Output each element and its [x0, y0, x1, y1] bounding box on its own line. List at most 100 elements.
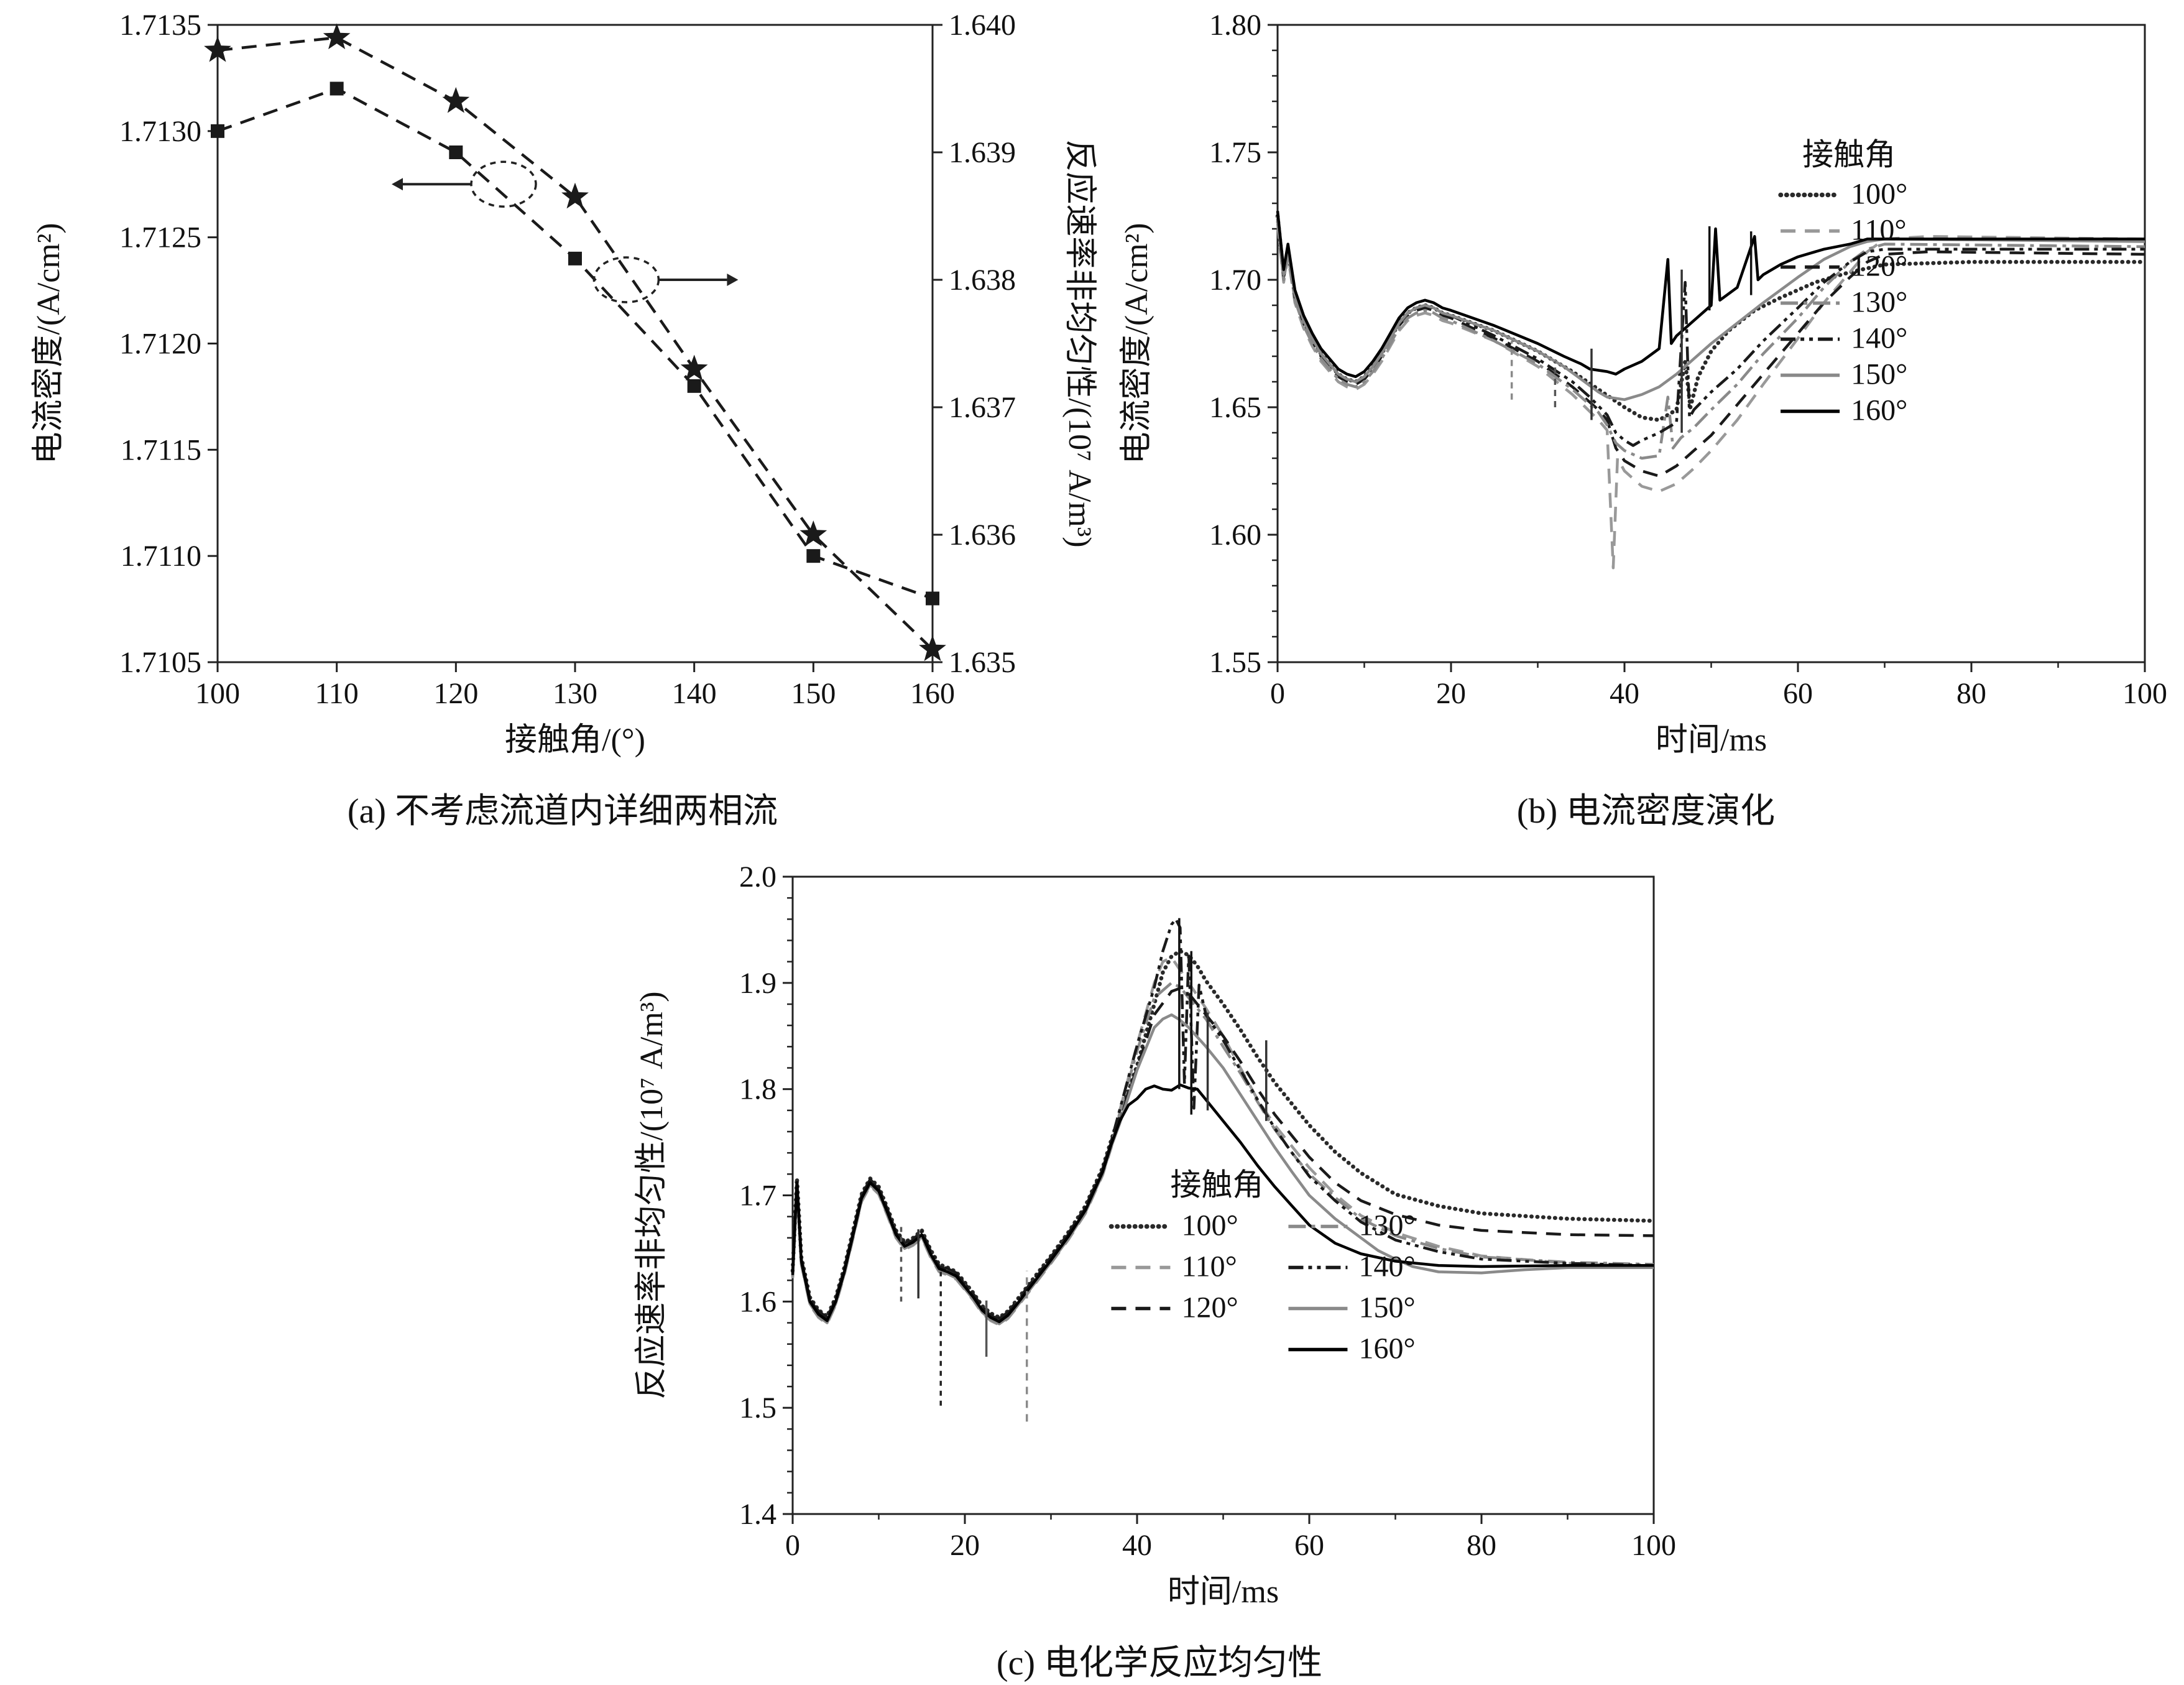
svg-text:1.65: 1.65: [1209, 391, 1261, 424]
svg-text:反应速率非均匀性/(10⁷ A/m³): 反应速率非均匀性/(10⁷ A/m³): [634, 991, 670, 1399]
series-1-line: [1276, 223, 2145, 570]
axes: 100 110 120 130 140 150 160 接触角/(°) 1.7105 1.7110…: [31, 9, 1097, 758]
svg-text:反应速率非均匀性/(10⁷ A/m³): 反应速率非均匀性/(10⁷ A/m³): [1062, 139, 1097, 547]
svg-text:电流密度/(A/cm²): 电流密度/(A/cm²): [31, 223, 67, 464]
svg-text:100: 100: [1631, 1529, 1676, 1562]
series-lines: [1275, 211, 2147, 570]
axis-pointer-annotation: [592, 256, 739, 303]
chart-a-contact-angle-dual-axis: 100 110 120 130 140 150 160 接触角/(°) 1.7105 1.7110…: [25, 9, 1100, 833]
legend: 接触角 100°110°120°130°140°150°160°: [1778, 137, 1907, 427]
svg-text:接触角: 接触角: [1802, 137, 1896, 172]
svg-text:1.7110: 1.7110: [121, 540, 201, 573]
svg-text:0: 0: [1270, 677, 1285, 710]
svg-text:60: 60: [1294, 1529, 1324, 1562]
chart-a-svg: 100 110 120 130 140 150 160 接触角/(°) 1.7105 1.7110…: [31, 9, 1097, 758]
svg-text:时间/ms: 时间/ms: [1168, 1574, 1279, 1610]
svg-text:1.640: 1.640: [949, 9, 1016, 42]
svg-text:100°: 100°: [1851, 178, 1907, 211]
svg-text:60: 60: [1783, 677, 1813, 710]
svg-text:1.638: 1.638: [949, 264, 1016, 297]
series-lines: [204, 23, 946, 662]
svg-text:150: 150: [791, 677, 836, 710]
svg-text:80: 80: [1467, 1529, 1496, 1562]
svg-text:160: 160: [910, 677, 955, 710]
series-2-line: [1276, 218, 2145, 478]
chart-b-caption: (b) 电流密度演化: [1516, 792, 1776, 831]
svg-text:150°: 150°: [1358, 1291, 1415, 1324]
svg-text:1.7120: 1.7120: [119, 328, 201, 361]
chart-a-plot: 100 110 120 130 140 150 160 接触角/(°) 1.7105 1.7110…: [25, 9, 1100, 780]
svg-text:130°: 130°: [1851, 286, 1907, 319]
svg-text:1.636: 1.636: [949, 519, 1016, 552]
series-5-line: [1276, 216, 2145, 401]
svg-text:80: 80: [1956, 677, 1986, 710]
svg-text:1.5: 1.5: [739, 1392, 776, 1424]
svg-text:1.70: 1.70: [1209, 264, 1261, 297]
svg-text:0: 0: [785, 1529, 800, 1562]
svg-text:1.55: 1.55: [1209, 646, 1261, 679]
chart-b-current-density-evolution: 0 20 40 60 80 100 时间/ms 1.55 1.60 1.65 1.70 1.75 1.8…: [1113, 9, 2179, 833]
svg-text:1.9: 1.9: [739, 967, 776, 1000]
svg-text:20: 20: [1436, 677, 1466, 710]
svg-text:130°: 130°: [1358, 1209, 1415, 1242]
svg-text:1.7125: 1.7125: [119, 221, 201, 254]
svg-text:100: 100: [2122, 677, 2167, 710]
svg-text:1.60: 1.60: [1209, 519, 1261, 552]
chart-b-svg: 0 20 40 60 80 100 时间/ms 1.55 1.60 1.65 1.70 1.75 1.8…: [1119, 9, 2167, 758]
svg-text:2.0: 2.0: [739, 861, 776, 893]
svg-text:1.7135: 1.7135: [119, 9, 201, 42]
svg-text:40: 40: [1610, 677, 1639, 710]
series-4-line: [1276, 216, 2145, 447]
svg-text:1.75: 1.75: [1209, 136, 1261, 169]
chart-c-reaction-uniformity: 0 20 40 60 80 100 时间/ms 1.4 1.5 1.6 1.7 1.8 1.9 2.0 反应…: [628, 861, 1691, 1685]
svg-text:1.7105: 1.7105: [119, 646, 201, 679]
series-1-line: [217, 36, 934, 651]
chart-c-svg: 0 20 40 60 80 100 时间/ms 1.4 1.5 1.6 1.7 1.8 1.9 2.0 反应…: [634, 861, 1676, 1610]
svg-text:100: 100: [195, 677, 240, 710]
svg-text:接触角/(°): 接触角/(°): [505, 722, 645, 758]
svg-text:130: 130: [553, 677, 597, 710]
svg-text:120: 120: [433, 677, 478, 710]
svg-text:1.7130: 1.7130: [119, 115, 201, 148]
svg-text:1.80: 1.80: [1209, 9, 1261, 42]
svg-text:140°: 140°: [1358, 1250, 1415, 1283]
svg-text:110°: 110°: [1851, 214, 1906, 247]
svg-text:160°: 160°: [1358, 1332, 1415, 1365]
svg-text:140: 140: [672, 677, 717, 710]
axes: 0 20 40 60 80 100 时间/ms 1.4 1.5 1.6 1.7 1.8 1.9 2.0 反应…: [634, 861, 1676, 1610]
svg-text:1.635: 1.635: [949, 646, 1016, 679]
svg-text:120°: 120°: [1181, 1291, 1238, 1324]
svg-text:1.637: 1.637: [949, 391, 1016, 424]
series-3-line: [1276, 221, 2145, 460]
svg-text:100°: 100°: [1181, 1209, 1238, 1242]
svg-text:120°: 120°: [1851, 250, 1907, 283]
svg-text:1.7115: 1.7115: [121, 433, 201, 466]
svg-text:160°: 160°: [1851, 394, 1907, 427]
series-4-line: [791, 918, 1654, 1320]
svg-text:1.8: 1.8: [739, 1073, 776, 1106]
svg-text:150°: 150°: [1851, 358, 1907, 391]
svg-text:40: 40: [1122, 1529, 1152, 1562]
axis-pointer-annotation: [392, 160, 537, 208]
svg-text:110: 110: [315, 677, 359, 710]
svg-text:时间/ms: 时间/ms: [1656, 722, 1767, 758]
svg-text:1.7: 1.7: [739, 1180, 776, 1212]
chart-c-caption: (c) 电化学反应均匀性: [996, 1644, 1323, 1683]
svg-text:电流密度/(A/cm²): 电流密度/(A/cm²): [1119, 223, 1154, 464]
svg-text:1.639: 1.639: [949, 136, 1016, 169]
svg-text:20: 20: [950, 1529, 980, 1562]
axes: 0 20 40 60 80 100 时间/ms 1.55 1.60 1.65 1.70 1.75 1.8…: [1119, 9, 2167, 758]
series-lines: [790, 918, 1656, 1422]
svg-text:110°: 110°: [1181, 1250, 1237, 1283]
series-6-line: [791, 1083, 1654, 1324]
series-0-line: [217, 87, 933, 600]
chart-a-caption: (a) 不考虑流道内详细两相流: [347, 792, 778, 831]
series-6-line: [1276, 211, 2145, 379]
chart-c-plot: 0 20 40 60 80 100 时间/ms 1.4 1.5 1.6 1.7 1.8 1.9 2.0 反应…: [628, 861, 1691, 1632]
svg-text:140°: 140°: [1851, 322, 1907, 355]
chart-b-plot: 0 20 40 60 80 100 时间/ms 1.55 1.60 1.65 1.70 1.75 1.8…: [1113, 9, 2179, 780]
svg-text:1.4: 1.4: [739, 1498, 776, 1531]
svg-text:接触角: 接触角: [1170, 1168, 1263, 1203]
svg-text:1.6: 1.6: [739, 1285, 776, 1318]
